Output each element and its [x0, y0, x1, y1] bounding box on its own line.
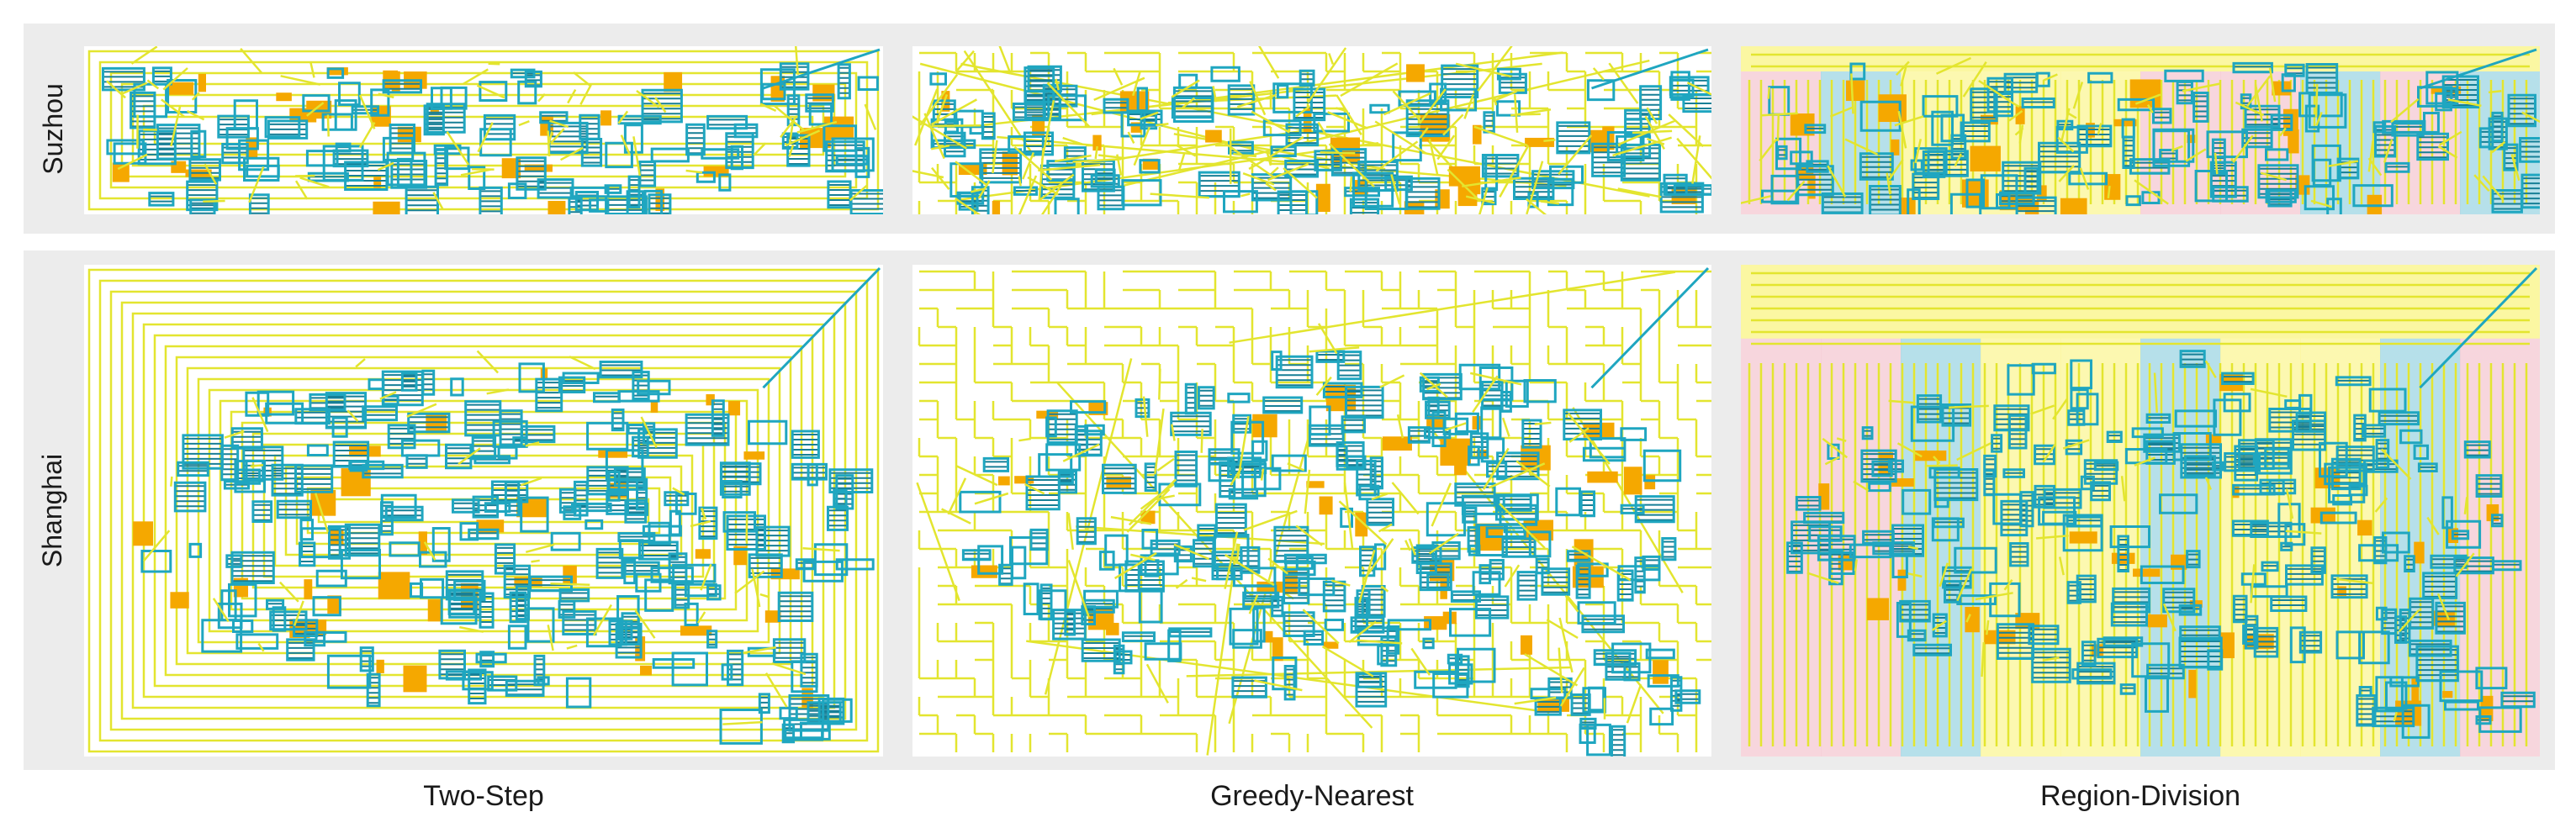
plot-shanghai-region-division	[1741, 265, 2540, 757]
row-label-shanghai: Shanghai	[24, 250, 82, 770]
plot-suzhou-two-step	[87, 46, 883, 214]
panel-suzhou-region-division	[1741, 46, 2540, 214]
panel-suzhou-greedy-nearest	[912, 46, 1711, 214]
route-layer	[87, 46, 883, 214]
route-layer	[1741, 46, 2540, 214]
plot-suzhou-region-division	[1741, 46, 2540, 214]
plot-suzhou-greedy-nearest	[912, 46, 1711, 214]
panel-suzhou-two-step	[84, 46, 883, 214]
row-label-suzhou: Suzhou	[24, 24, 82, 234]
route-layer	[87, 266, 881, 753]
route-layer	[1741, 265, 2540, 757]
panel-shanghai-greedy-nearest	[912, 265, 1711, 757]
route-layer	[912, 46, 1711, 214]
plot-shanghai-greedy-nearest	[916, 266, 1711, 757]
column-label-two-step: Two-Step	[423, 780, 544, 812]
route-layer	[916, 266, 1711, 757]
panel-shanghai-region-division	[1741, 265, 2540, 757]
panel-shanghai-two-step	[84, 265, 883, 757]
row-label-suzhou-text: Suzhou	[37, 82, 68, 175]
row-label-shanghai-text: Shanghai	[37, 453, 68, 567]
column-label-greedy-nearest: Greedy-Nearest	[1210, 780, 1414, 812]
plot-shanghai-two-step	[87, 266, 881, 753]
column-label-region-division: Region-Division	[2039, 780, 2241, 812]
